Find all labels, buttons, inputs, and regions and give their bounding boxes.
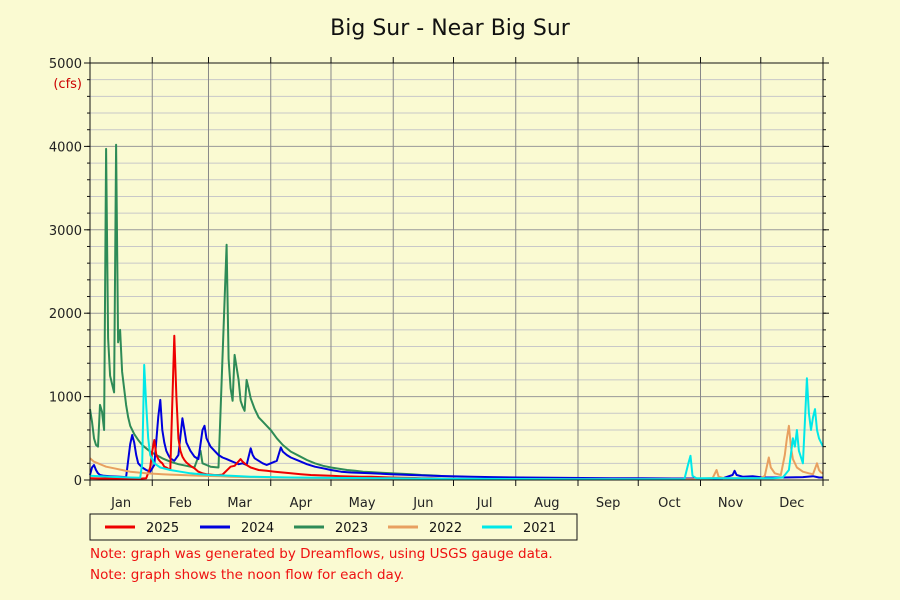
note-1: Note: graph was generated by Dreamflows,… bbox=[90, 546, 553, 562]
x-tick-label-apr: Apr bbox=[290, 496, 313, 511]
legend-label-2021: 2021 bbox=[523, 521, 556, 536]
chart-title: Big Sur - Near Big Sur bbox=[330, 16, 571, 41]
legend-label-2024: 2024 bbox=[241, 521, 274, 536]
notes: Note: graph was generated by Dreamflows,… bbox=[90, 546, 553, 583]
plot-area bbox=[90, 63, 823, 480]
y-tick-label: 4000 bbox=[49, 140, 82, 155]
legend-label-2023: 2023 bbox=[335, 521, 368, 536]
y-unit-label: (cfs) bbox=[53, 77, 82, 92]
x-tick-label-oct: Oct bbox=[658, 496, 680, 511]
series-line-2021 bbox=[89, 363, 824, 481]
x-tick-label-jan: Jan bbox=[110, 496, 131, 511]
x-tick-label-jul: Jul bbox=[476, 496, 493, 511]
series-group bbox=[89, 143, 824, 481]
note-2: Note: graph shows the noon flow for each… bbox=[90, 567, 404, 583]
plot-border bbox=[89, 62, 824, 481]
x-tick-label-may: May bbox=[349, 496, 376, 511]
x-tick-label-feb: Feb bbox=[169, 496, 192, 511]
x-tick-label-aug: Aug bbox=[534, 496, 559, 511]
y-tick-label: 2000 bbox=[49, 307, 82, 322]
grid bbox=[89, 62, 824, 481]
x-tick-label-jun: Jun bbox=[412, 496, 433, 511]
y-tick-label: 5000 bbox=[49, 57, 82, 72]
x-tick-label-mar: Mar bbox=[227, 496, 252, 511]
x-tick-label-sep: Sep bbox=[596, 496, 621, 511]
series-line-2023 bbox=[89, 143, 442, 477]
y-tick-label: 0 bbox=[74, 474, 82, 489]
x-tick-label-nov: Nov bbox=[718, 496, 744, 511]
legend: 2025 2024 2023 2022 2021 bbox=[89, 513, 578, 541]
axes: 0 1000 2000 3000 4000 5000 Jan Feb Mar Apr May Jun J… bbox=[49, 57, 829, 511]
x-tick-label-dec: Dec bbox=[779, 496, 804, 511]
legend-label-2025: 2025 bbox=[146, 521, 179, 536]
legend-label-2022: 2022 bbox=[429, 521, 462, 536]
y-tick-label: 1000 bbox=[49, 391, 82, 406]
y-tick-label: 3000 bbox=[49, 224, 82, 239]
